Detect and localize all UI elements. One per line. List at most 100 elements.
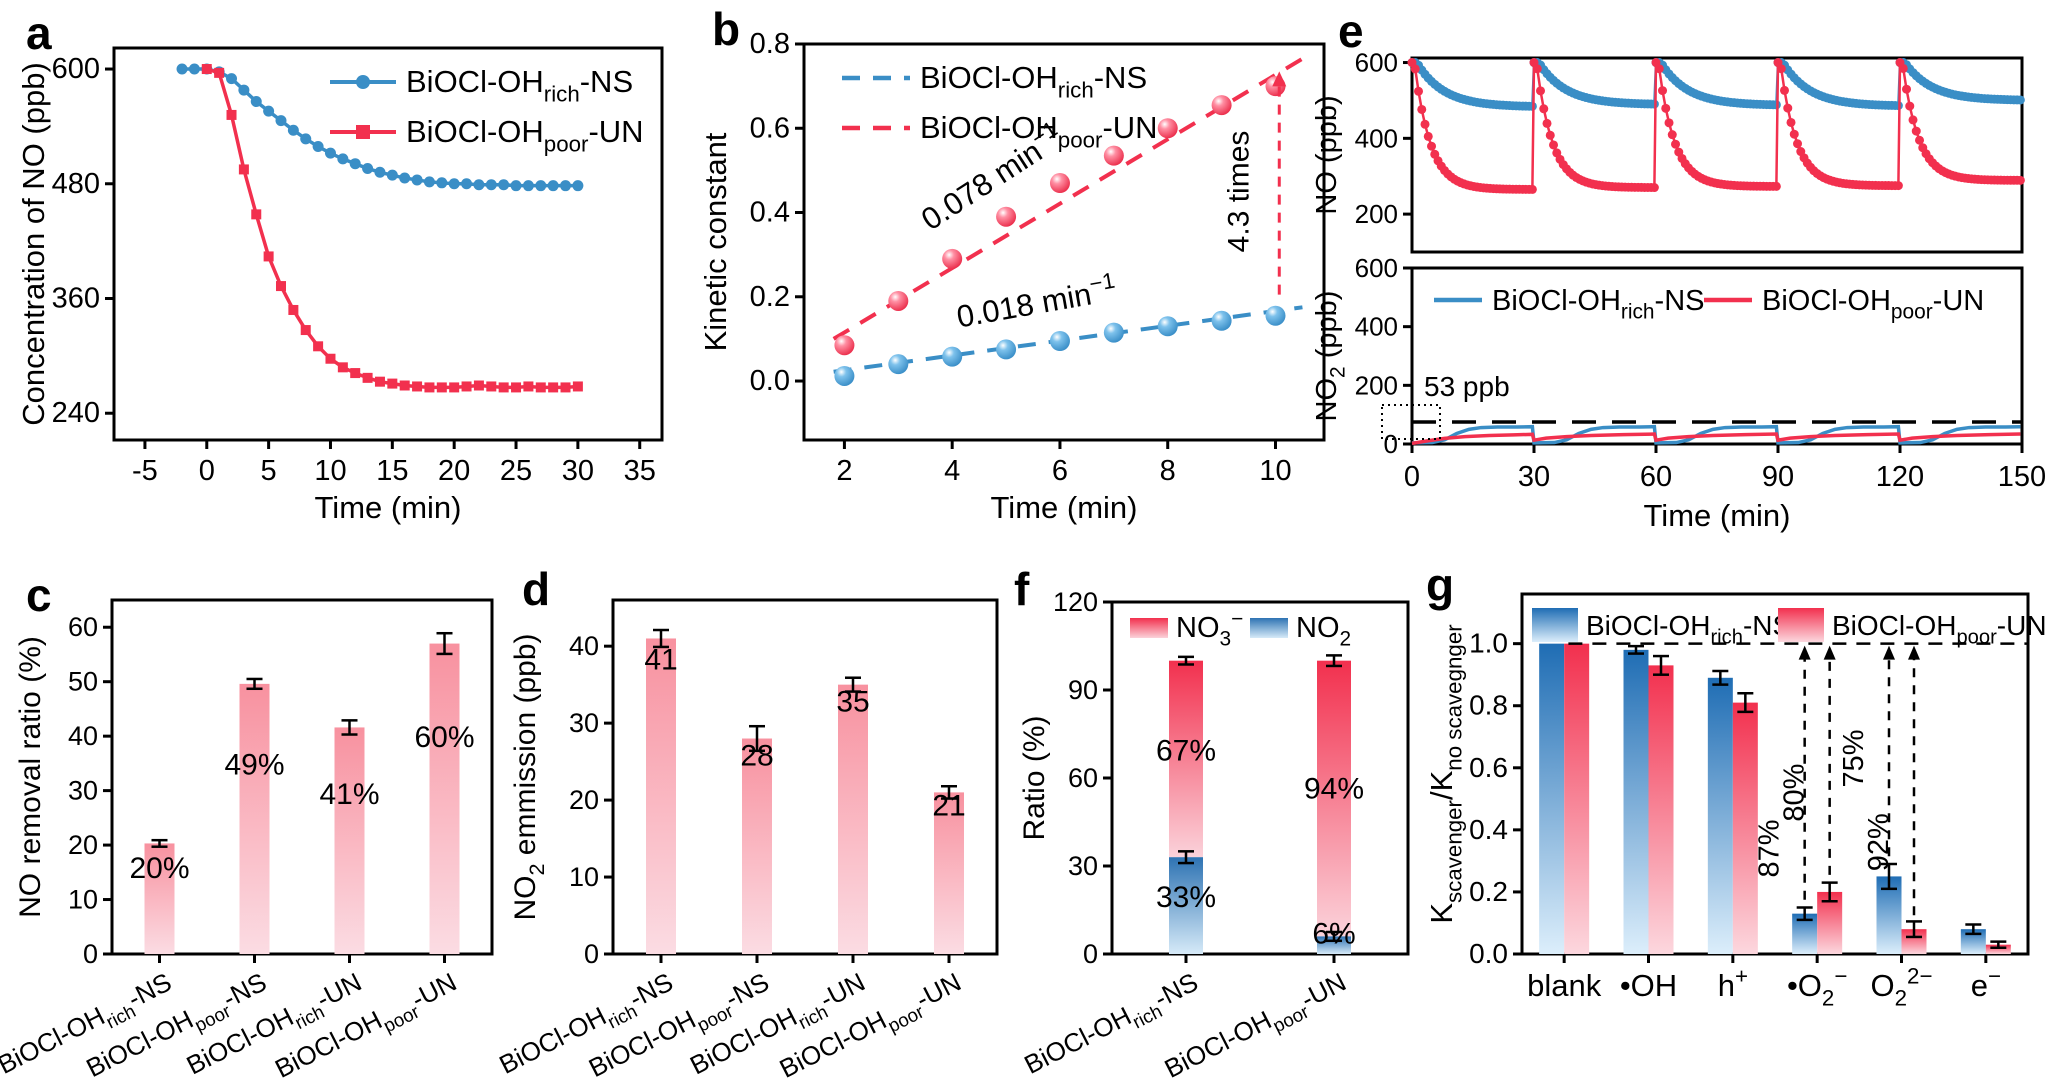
legend-item: BiOCl-OHrich-NS (1532, 608, 1791, 648)
error-bar (845, 676, 861, 693)
bar (742, 738, 772, 954)
y-tick-label: 30 (569, 708, 599, 738)
legend-item: BiOCl-OHpoor-UN (1704, 285, 1984, 324)
panel-letter-c: c (26, 569, 52, 621)
y-tick-label: 40 (68, 721, 98, 751)
y-tick-label: 480 (52, 168, 100, 200)
panel-a-no-concentration-chart: -5 0 5 10 15 20 25 30 35 240 360 480 600 Time (min) Co… (16, 46, 664, 525)
inhibition-percent-label: 80% (1779, 764, 1811, 822)
bar-value-label: 60% (414, 721, 474, 754)
annotation: 4.3 times (1223, 131, 1256, 253)
error-bar (151, 838, 168, 848)
x-tick-label: 20 (438, 455, 470, 487)
error-bar (1965, 923, 1982, 936)
error-bar (1178, 850, 1194, 865)
bar (1623, 649, 1649, 954)
panel-b-kinetic-constant-chart: 2 4 6 8 10 0.0 0.2 0.4 0.6 0.8 Time (min) Kinetic c… (698, 28, 1326, 525)
y-tick-label: 10 (569, 862, 599, 892)
error-bar (436, 631, 453, 656)
x-tick-label: 6 (1052, 455, 1068, 487)
y-tick-label: 0.6 (750, 112, 790, 144)
y-axis-label-no2: NO2 (ppb) (1311, 291, 1350, 422)
panel-letter-f: f (1014, 563, 1030, 615)
x-tick-label: 4 (944, 455, 960, 487)
y-axis-label: NO2 emmission (ppb) (509, 633, 549, 920)
panel-letter-d: d (522, 563, 551, 615)
legend-label: BiOCl-OHrich-NS (920, 60, 1147, 102)
category-label: e− (1971, 964, 2001, 1003)
bar (144, 843, 175, 954)
error-bar (246, 677, 263, 691)
plot-frame (112, 46, 664, 442)
y-tick-label: 0.8 (1469, 690, 1508, 721)
x-tick-label: 15 (376, 455, 408, 487)
x-tick-label: 10 (1259, 455, 1291, 487)
panel-e-cycling-stability-chart: 200 400 600 NO (ppb) 0 200 400 600 0 30 60 90 120 150… (1311, 48, 2046, 533)
bar (239, 683, 270, 954)
x-tick-label: -5 (132, 455, 158, 487)
limit-label: 53 ppb (1424, 371, 1510, 402)
error-bar (1653, 654, 1669, 676)
y-tick-label: 600 (52, 53, 100, 85)
y-tick-label: 120 (1053, 587, 1098, 617)
error-bar (1712, 669, 1729, 686)
inhibition-percent-label: 87% (1754, 819, 1786, 877)
bar-value-label: 41 (644, 643, 677, 676)
x-tick-label: 25 (500, 455, 532, 487)
error-bar (1628, 644, 1644, 655)
category-label: •O2− (1787, 964, 1847, 1011)
bar (934, 792, 964, 954)
x-tick-label: 0 (199, 455, 215, 487)
category-label: h+ (1718, 964, 1748, 1003)
y-axis-label: Concentration of NO (ppb) (16, 62, 51, 426)
y-axis-label: NO removal ratio (%) (14, 636, 47, 918)
plot-frame (1520, 592, 2030, 956)
error-bar (341, 719, 358, 736)
cycle-series-no2 (1411, 432, 2021, 446)
error-bar (1990, 940, 2007, 950)
error-bar (1326, 654, 1342, 668)
error-bar (1737, 692, 1754, 714)
legend-item: BiOCl-OHrich-NS (330, 64, 633, 106)
error-bar (1796, 906, 1813, 922)
series-scatter (833, 305, 1303, 386)
error-bar (1178, 655, 1194, 666)
y-tick-label: 400 (1355, 312, 1398, 342)
y-axis-label: Ratio (%) (1018, 715, 1051, 840)
error-bar (653, 628, 669, 649)
legend-label: NO3− (1176, 607, 1243, 650)
bar-value-label: 67% (1156, 734, 1216, 767)
y-tick-label: 0.6 (1469, 752, 1508, 783)
limit-marker-box (1381, 404, 1441, 440)
y-tick-label: 0.2 (1469, 876, 1508, 907)
legend-label: BiOCl-OHpoor-UN (1762, 285, 1984, 324)
x-tick-label: 30 (562, 455, 594, 487)
panel-letter-g: g (1426, 559, 1455, 611)
bar-no3 (1317, 660, 1351, 937)
x-axis-label: Time (min) (315, 490, 462, 525)
legend-label: BiOCl-OHrich-NS (1586, 610, 1791, 648)
bar-no2 (1317, 936, 1351, 954)
x-axis-label: Time (min) (1644, 498, 1791, 533)
bar-value-label: 94% (1304, 773, 1364, 806)
bar (1648, 665, 1674, 954)
y-tick-label: 0.4 (1469, 814, 1508, 845)
x-tick-label: 90 (1762, 461, 1794, 493)
bar-value-label: 49% (224, 748, 284, 781)
y-tick-label: 60 (68, 612, 98, 642)
y-tick-label: 20 (569, 785, 599, 815)
error-bar (1881, 862, 1897, 891)
legend-label: NO2 (1296, 612, 1351, 651)
y-tick-label: 200 (1355, 199, 1398, 229)
y-tick-label: 0.0 (750, 365, 790, 397)
y-tick-label: 600 (1355, 253, 1398, 283)
inhibition-percent-label: 92% (1863, 813, 1895, 871)
bar-value-label: 33% (1156, 881, 1216, 914)
x-tick-label: 0 (1404, 461, 1420, 493)
bar-value-label: 20% (129, 852, 189, 885)
y-tick-label: 0.4 (750, 197, 790, 229)
cycle-series (1407, 58, 2025, 111)
